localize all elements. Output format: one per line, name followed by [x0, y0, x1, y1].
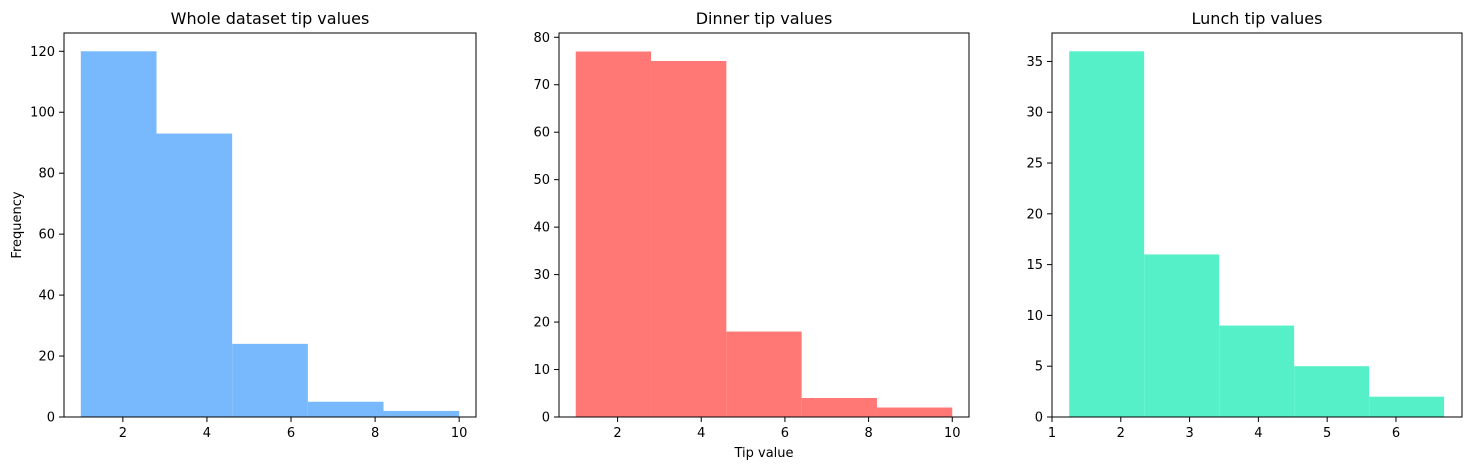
y-tick-label: 20	[1026, 207, 1043, 222]
x-tick-label: 2	[613, 426, 621, 441]
histogram-bar	[156, 133, 233, 418]
y-tick-label: 0	[542, 411, 550, 426]
x-tick-label: 8	[371, 426, 379, 441]
chart-title: Dinner tip values	[696, 9, 833, 28]
y-tick-label: 60	[38, 228, 55, 243]
histogram-bar	[1069, 51, 1145, 418]
chart-panel-3: 1 2 3 4 5 6 0 5 10 15 20 25 30 35 Lunch tip values	[1026, 9, 1463, 441]
y-axis-label: Frequency	[10, 191, 25, 258]
y-tick-label: 5	[1035, 360, 1043, 375]
x-tick-label: 6	[781, 426, 789, 441]
y-tick-label: 15	[1026, 258, 1043, 273]
histogram-bar	[801, 398, 877, 417]
x-tick-label: 8	[864, 426, 872, 441]
histogram-bar	[575, 51, 652, 417]
histogram-bar	[80, 51, 157, 418]
y-tick-label: 40	[533, 221, 550, 236]
x-tick-label: 5	[1323, 426, 1331, 441]
chart-title: Lunch tip values	[1192, 9, 1323, 28]
x-tick-label: 4	[203, 426, 211, 441]
chart-title: Whole dataset tip values	[171, 9, 370, 28]
y-tick-label: 60	[533, 126, 550, 141]
x-tick-label: 10	[451, 426, 468, 441]
histogram-bar	[307, 401, 384, 417]
axes-frame	[1051, 32, 1463, 418]
x-tick-label: 1	[1048, 426, 1056, 441]
x-tick-label: 10	[944, 426, 961, 441]
y-tick-label: 40	[38, 289, 55, 304]
y-tick-label: 20	[533, 316, 550, 331]
y-tick-label: 20	[38, 350, 55, 365]
histogram-bar	[726, 331, 802, 417]
y-tick-label: 120	[30, 45, 55, 60]
histogram-bar	[1219, 325, 1295, 417]
histogram-bar	[651, 61, 727, 417]
y-tick-label: 0	[1035, 411, 1043, 426]
y-tick-label: 80	[38, 167, 55, 182]
y-tick-label: 50	[533, 173, 550, 188]
y-tick-label: 0	[47, 411, 55, 426]
x-tick-label: 4	[1254, 426, 1262, 441]
axes-frame	[63, 32, 477, 418]
y-tick-label: 30	[1026, 106, 1043, 121]
y-tick-label: 35	[1026, 55, 1043, 70]
y-tick-label: 10	[533, 363, 550, 378]
histogram-bar	[383, 410, 460, 417]
axes-frame	[558, 32, 970, 418]
y-tick-label: 80	[533, 31, 550, 46]
y-tick-label: 100	[30, 106, 55, 121]
x-tick-label: 6	[287, 426, 295, 441]
x-tick-label: 3	[1185, 426, 1193, 441]
x-tick-label: 2	[119, 426, 127, 441]
chart-panel-2: 2 4 6 8 10 0 10 20 30 40 50 60 70 80 Dinner tip values…	[533, 9, 970, 461]
histogram-bar	[232, 343, 308, 417]
histogram-bar	[1369, 396, 1445, 417]
histogram-bar	[876, 407, 953, 417]
y-tick-label: 25	[1026, 157, 1043, 172]
x-tick-label: 2	[1117, 426, 1125, 441]
x-tick-label: 6	[1392, 426, 1400, 441]
x-axis-label: Tip value	[733, 446, 793, 461]
histogram-bar	[1294, 366, 1370, 417]
y-tick-label: 70	[533, 78, 550, 93]
histogram-bar	[1144, 254, 1220, 417]
y-tick-label: 30	[533, 268, 550, 283]
y-tick-label: 10	[1026, 309, 1043, 324]
x-tick-label: 4	[697, 426, 705, 441]
